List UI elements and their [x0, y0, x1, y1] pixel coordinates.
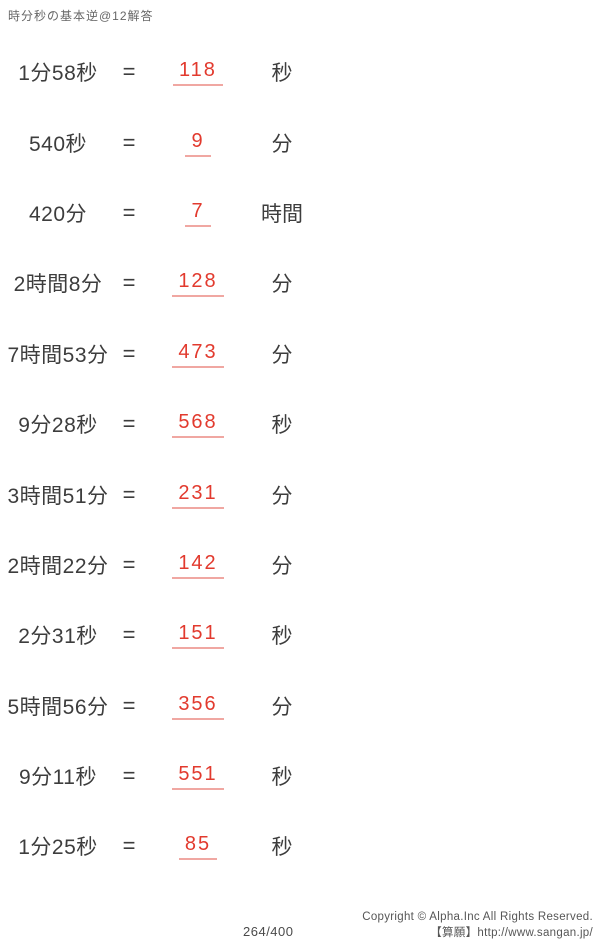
equals-sign: = — [122, 129, 136, 155]
expression-text: 3時間51分 — [7, 484, 109, 508]
answer-value: 7 — [185, 199, 211, 227]
equals-sign: = — [122, 270, 136, 296]
unit-label: 分 — [271, 695, 293, 719]
answer-cell: 231 — [156, 481, 240, 509]
answer-value: 118 — [173, 58, 223, 87]
answer-cell: 85 — [156, 832, 240, 861]
unit-label: 分 — [271, 554, 293, 578]
equals-sign: = — [122, 340, 136, 366]
problem-row: 1分58秒 = 118 秒 — [0, 37, 600, 107]
answer-cell: 473 — [156, 340, 240, 368]
problem-row: 2時間22分 = 142 分 — [0, 530, 600, 600]
problem-row: 1分25秒 = 85 秒 — [0, 811, 600, 881]
answer-value: 356 — [172, 692, 224, 720]
answer-value: 473 — [172, 340, 224, 368]
problem-list: 1分58秒 = 118 秒 540秒 = 9 分 420分 = 7 時間 2時間… — [0, 37, 600, 882]
answer-cell: 151 — [156, 621, 240, 650]
problem-row: 3時間51分 = 231 分 — [0, 459, 600, 529]
unit-label: 秒 — [271, 836, 293, 860]
expression-text: 1分58秒 — [18, 62, 98, 86]
answer-cell: 9 — [156, 129, 240, 157]
equals-sign: = — [122, 481, 136, 507]
answer-cell: 7 — [156, 199, 240, 227]
unit-label: 分 — [271, 484, 293, 508]
answer-cell: 118 — [156, 58, 240, 87]
answer-cell: 142 — [156, 551, 240, 579]
answer-value: 85 — [178, 832, 218, 861]
answer-value: 151 — [172, 621, 224, 650]
expression-text: 9分11秒 — [19, 766, 97, 790]
equals-sign: = — [122, 833, 136, 859]
answer-cell: 551 — [156, 762, 240, 791]
answer-value: 128 — [172, 269, 224, 298]
problem-row: 540秒 = 9 分 — [0, 107, 600, 177]
problem-row: 9分28秒 = 568 秒 — [0, 389, 600, 459]
answer-cell: 568 — [156, 410, 240, 439]
problem-row: 420分 = 7 時間 — [0, 178, 600, 248]
problem-row: 2時間8分 = 128 分 — [0, 248, 600, 318]
equals-sign: = — [122, 622, 136, 648]
unit-label: 時間 — [261, 202, 303, 226]
equals-sign: = — [122, 692, 136, 718]
answer-value: 568 — [172, 410, 224, 439]
equals-sign: = — [122, 551, 136, 577]
unit-label: 秒 — [271, 766, 293, 790]
unit-label: 秒 — [271, 62, 293, 86]
expression-text: 1分25秒 — [18, 836, 98, 860]
footer-copyright: Copyright © Alpha.Inc All Rights Reserve… — [362, 909, 593, 941]
expression-text: 420分 — [28, 202, 88, 226]
problem-row: 2分31秒 = 151 秒 — [0, 600, 600, 670]
expression-text: 9分28秒 — [18, 414, 98, 438]
expression-text: 540秒 — [28, 132, 88, 156]
page-title: 時分秒の基本逆@12解答 — [8, 9, 154, 23]
answer-value: 9 — [185, 129, 211, 157]
problem-row: 7時間53分 = 473 分 — [0, 319, 600, 389]
copyright-text: Copyright © Alpha.Inc All Rights Reserve… — [362, 910, 593, 923]
expression-text: 7時間53分 — [7, 343, 109, 367]
expression-text: 2時間8分 — [13, 273, 103, 297]
answer-cell: 128 — [156, 269, 240, 298]
answer-value: 231 — [172, 481, 224, 509]
equals-sign: = — [122, 199, 136, 225]
expression-text: 5時間56分 — [7, 695, 109, 719]
expression-text: 2時間22分 — [7, 554, 109, 578]
unit-label: 分 — [271, 132, 293, 156]
page-number: 264/400 — [243, 924, 294, 939]
equals-sign: = — [122, 59, 136, 85]
equals-sign: = — [122, 763, 136, 789]
problem-row: 9分11秒 = 551 秒 — [0, 741, 600, 811]
site-link: 【算願】http://www.sangan.jp/ — [430, 926, 593, 939]
unit-label: 分 — [271, 273, 293, 297]
answer-value: 551 — [172, 762, 224, 791]
unit-label: 秒 — [271, 625, 293, 649]
answer-cell: 356 — [156, 692, 240, 720]
equals-sign: = — [122, 411, 136, 437]
expression-text: 2分31秒 — [18, 625, 98, 649]
unit-label: 分 — [271, 343, 293, 367]
unit-label: 秒 — [271, 414, 293, 438]
problem-row: 5時間56分 = 356 分 — [0, 671, 600, 741]
answer-value: 142 — [172, 551, 224, 579]
